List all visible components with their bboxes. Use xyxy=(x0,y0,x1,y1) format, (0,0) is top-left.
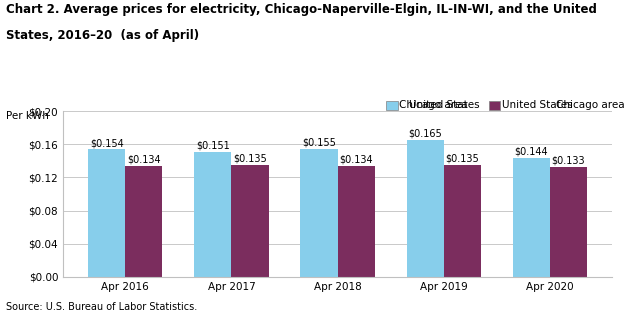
Bar xyxy=(88,149,125,277)
Bar xyxy=(194,152,232,277)
Bar xyxy=(444,165,481,277)
Text: $0.155: $0.155 xyxy=(302,137,336,147)
Bar xyxy=(406,140,444,277)
Text: $0.144: $0.144 xyxy=(514,146,548,156)
Text: Source: U.S. Bureau of Labor Statistics.: Source: U.S. Bureau of Labor Statistics. xyxy=(6,302,198,312)
Text: $0.135: $0.135 xyxy=(233,154,267,164)
Bar xyxy=(338,166,375,277)
Text: $0.134: $0.134 xyxy=(339,155,373,165)
Text: $0.134: $0.134 xyxy=(127,155,161,165)
Bar xyxy=(232,165,269,277)
Bar xyxy=(300,149,338,277)
Text: Per kWh: Per kWh xyxy=(6,111,49,121)
Text: $0.133: $0.133 xyxy=(551,156,586,165)
Text: $0.151: $0.151 xyxy=(196,141,230,150)
Bar xyxy=(513,158,550,277)
Text: Chicago area: Chicago area xyxy=(399,100,468,110)
Text: Chicago area: Chicago area xyxy=(556,100,625,110)
Text: $0.135: $0.135 xyxy=(445,154,479,164)
Text: States, 2016–20  (as of April): States, 2016–20 (as of April) xyxy=(6,29,199,42)
Text: $0.165: $0.165 xyxy=(408,129,442,139)
Text: Chart 2. Average prices for electricity, Chicago-Naperville-Elgin, IL-IN-WI, and: Chart 2. Average prices for electricity,… xyxy=(6,3,597,16)
Bar xyxy=(550,167,587,277)
Text: United States: United States xyxy=(409,100,480,110)
Text: $0.154: $0.154 xyxy=(90,138,124,148)
Text: United States: United States xyxy=(502,100,573,110)
Bar xyxy=(125,166,162,277)
